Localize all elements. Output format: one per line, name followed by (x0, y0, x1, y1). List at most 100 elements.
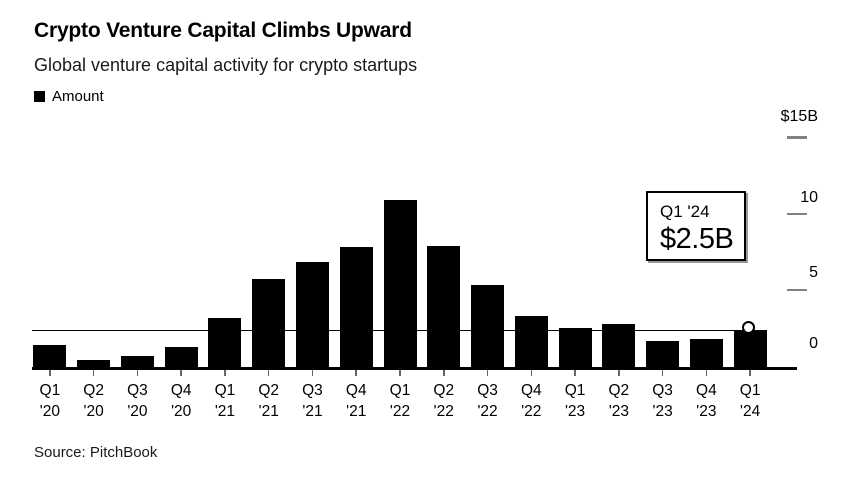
x-label-quarter: Q2 (83, 382, 104, 399)
chart-title: Crypto Venture Capital Climbs Upward (34, 19, 412, 42)
bar-q2-21 (252, 279, 286, 368)
x-axis-label: Q4'22 (509, 380, 553, 422)
x-tick (267, 369, 270, 376)
x-tick (618, 369, 620, 376)
bar-q1-22 (383, 199, 417, 368)
annotation-label: Q1 '24 (660, 202, 710, 221)
x-tick (136, 369, 139, 376)
x-tick-slot (334, 369, 378, 376)
bar-slot (159, 0, 203, 368)
x-label-quarter: Q3 (477, 382, 498, 399)
x-axis-label: Q1'24 (728, 380, 772, 422)
bar-slot (422, 0, 466, 368)
y-axis-label: 10 (800, 189, 818, 206)
x-axis-label: Q3'22 (466, 380, 510, 422)
x-tick (355, 369, 357, 376)
x-tick (92, 369, 95, 376)
x-tick (705, 369, 708, 376)
bar-slot (597, 0, 641, 368)
chart-subtitle: Global venture capital activity for cryp… (34, 55, 418, 75)
x-label-year: '23 (696, 403, 717, 420)
bar-q4-21 (339, 247, 373, 368)
x-label-quarter: Q1 (39, 382, 61, 399)
bar-slot (247, 0, 291, 368)
x-axis-labels: Q1'20 Q2'20 Q3'20 Q4'20 Q1'21 Q2'21 Q3'21 Q4'21… (28, 380, 772, 422)
bar-q1-21 (208, 317, 242, 368)
annotation-box: Q1 '24 $2.5B (646, 191, 746, 261)
x-label-quarter: Q1 (389, 382, 411, 399)
x-axis-label: Q3'20 (116, 380, 160, 422)
x-axis-label: Q2'22 (422, 380, 466, 422)
x-label-quarter: Q3 (127, 382, 148, 399)
x-tick (661, 369, 664, 376)
x-tick (49, 369, 51, 376)
x-label-year: '20 (171, 403, 192, 420)
source-text: Source: PitchBook (34, 444, 158, 461)
bar-q1-24 (733, 329, 767, 368)
x-axis-label: Q2'21 (247, 380, 291, 422)
x-axis-label: Q4'23 (684, 380, 728, 422)
x-label-year: '20 (83, 403, 104, 420)
bar-q4-20 (164, 346, 198, 368)
bar-q1-23 (558, 328, 592, 368)
bar-slot (116, 0, 160, 368)
x-label-quarter: Q2 (608, 382, 630, 399)
x-label-quarter: Q1 (564, 382, 586, 399)
x-axis-line (32, 367, 797, 370)
x-label-year: '23 (652, 403, 673, 420)
x-axis-label: Q1'21 (203, 380, 247, 422)
x-tick (311, 369, 314, 376)
bar-slot (28, 0, 72, 368)
x-label-quarter: Q2 (433, 382, 455, 399)
legend-swatch-icon (34, 91, 45, 102)
x-tick-slot (72, 369, 116, 376)
x-tick (399, 369, 401, 376)
x-tick-slot (509, 369, 553, 376)
x-axis-label: Q3'23 (641, 380, 685, 422)
x-tick (749, 369, 751, 376)
legend: Amount (34, 88, 104, 105)
x-label-year: '23 (564, 403, 586, 420)
x-tick-slot (728, 369, 772, 376)
x-label-quarter: Q4 (345, 382, 367, 399)
bar-slot (509, 0, 553, 368)
y-axis-tick-dash (787, 136, 807, 139)
last-point-marker-icon (742, 321, 755, 334)
y-axis-tick-dash (787, 288, 807, 291)
x-label-year: '22 (477, 403, 498, 420)
bar-slot (466, 0, 510, 368)
bar-q3-21 (295, 262, 329, 368)
x-label-year: '21 (302, 403, 323, 420)
x-tick-slot (291, 369, 335, 376)
x-tick-slot (159, 369, 203, 376)
x-label-year: '20 (39, 403, 60, 420)
x-label-year: '24 (740, 403, 761, 420)
bar-q3-23 (646, 340, 680, 368)
bar-slot (291, 0, 335, 368)
bar-q2-22 (427, 245, 461, 368)
x-tick (224, 369, 226, 376)
x-label-quarter: Q4 (520, 382, 542, 399)
x-axis-label: Q2'23 (597, 380, 641, 422)
bar-q4-22 (514, 316, 548, 368)
bar-slot (728, 0, 772, 368)
x-axis-label: Q4'21 (334, 380, 378, 422)
x-axis-ticks (28, 369, 772, 376)
x-label-year: '20 (127, 403, 148, 420)
bar-slot (334, 0, 378, 368)
bar-q2-23 (602, 323, 636, 368)
x-label-year: '21 (214, 403, 236, 420)
x-label-quarter: Q1 (214, 382, 236, 399)
y-axis-label: 5 (809, 264, 818, 281)
x-tick-slot (597, 369, 641, 376)
bar-slot (72, 0, 116, 368)
x-tick (180, 369, 182, 376)
x-label-year: '22 (433, 403, 454, 420)
bar-q4-23 (689, 338, 723, 368)
bar-q1-20 (33, 345, 67, 368)
x-tick-slot (466, 369, 510, 376)
x-label-year: '22 (521, 403, 542, 420)
x-tick-slot (28, 369, 72, 376)
x-tick-slot (553, 369, 597, 376)
